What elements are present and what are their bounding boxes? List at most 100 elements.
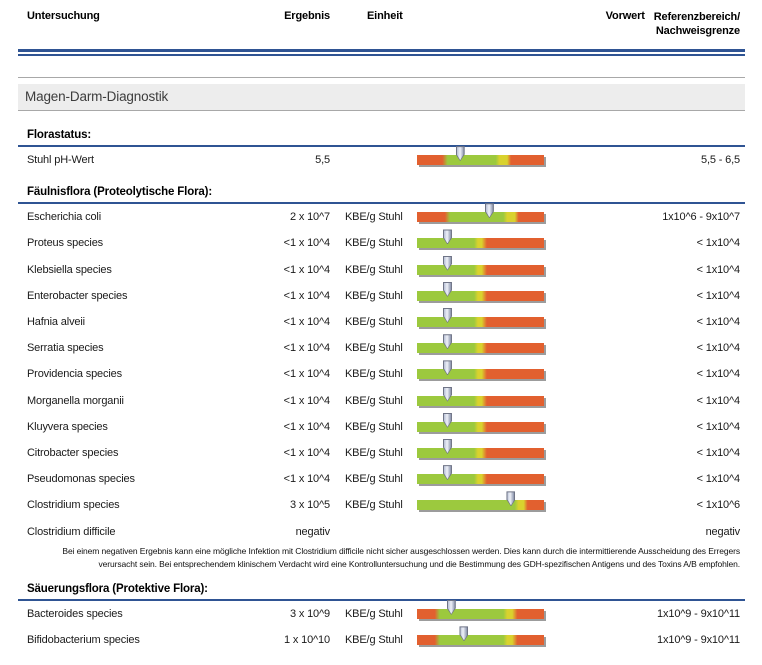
reference-range-text: < 1x10^4 <box>696 420 741 433</box>
result-value: 1 x 10^10 <box>283 634 330 647</box>
analyte-name: Enterobacter species <box>27 289 128 302</box>
range-bar-track <box>417 212 544 223</box>
range-bar-track <box>417 155 544 166</box>
result-unit: KBE/g Stuhl <box>345 394 403 407</box>
section-rows-faeulnisflora: Escherichia coli 2 x 10^7 KBE/g Stuhl 1x… <box>18 203 745 544</box>
result-row: Klebsiella species <1 x 10^4 KBE/g Stuhl… <box>18 255 745 283</box>
result-marker-pin-fill <box>443 361 451 375</box>
analyte-name: Hafnia alveii <box>27 316 85 329</box>
section-title-florastatus: Florastatus: <box>18 128 745 147</box>
reference-range-text: 1x10^9 - 9x10^11 <box>657 634 740 647</box>
range-bar-track <box>417 608 544 619</box>
result-row: Proteus species <1 x 10^4 KBE/g Stuhl < … <box>18 229 745 256</box>
report-content: Untersuchung Ergebnis Einheit Vorwert Re… <box>18 0 745 654</box>
range-bar-track <box>417 395 544 406</box>
result-value: negativ <box>295 525 331 538</box>
result-marker-pin-icon <box>442 386 452 402</box>
result-row: Serratia species <1 x 10^4 KBE/g Stuhl <… <box>18 334 745 361</box>
column-header-referenzbereich-line1: Referenzbereich/ <box>653 11 740 23</box>
result-marker-pin-icon <box>455 146 465 162</box>
result-marker-pin-icon <box>484 203 494 219</box>
result-marker-pin-fill <box>507 492 515 506</box>
reference-range-text: 5,5 - 6,5 <box>700 154 740 167</box>
column-header-ergebnis: Ergebnis <box>284 10 330 22</box>
analyte-name: Stuhl pH-Wert <box>27 154 94 167</box>
result-unit: KBE/g Stuhl <box>345 634 403 647</box>
analyte-name: Proteus species <box>27 237 104 250</box>
analyte-name: Klebsiella species <box>27 263 112 276</box>
result-value: 3 x 10^5 <box>289 499 330 512</box>
result-marker-pin-icon <box>442 308 452 324</box>
result-row: Hafnia alveii <1 x 10^4 KBE/g Stuhl < 1x… <box>18 308 745 335</box>
reference-range-text: 1x10^6 - 9x10^7 <box>662 211 740 224</box>
reference-range-text: < 1x10^4 <box>696 394 741 407</box>
reference-range-bar <box>417 465 544 485</box>
section-title-faeulnisflora: Fäulnisflora (Proteolytische Flora): <box>18 185 745 205</box>
result-marker-pin-icon <box>442 229 452 245</box>
reference-range-text: < 1x10^4 <box>696 473 741 486</box>
result-marker-pin-fill <box>485 204 493 218</box>
range-bar-track <box>417 264 544 275</box>
result-value: <1 x 10^4 <box>283 263 330 276</box>
result-value: <1 x 10^4 <box>283 420 330 433</box>
range-bar-track <box>417 474 544 485</box>
column-header-vorwert: Vorwert <box>605 10 645 22</box>
range-bar-track <box>417 369 544 380</box>
result-marker-pin-fill <box>460 627 468 641</box>
result-marker-pin-fill <box>443 439 451 453</box>
header-double-rule <box>18 49 745 56</box>
range-bar-track <box>417 343 544 354</box>
reference-range-bar <box>417 412 544 432</box>
result-marker-pin-fill <box>443 256 451 270</box>
reference-range-bar <box>417 334 544 354</box>
result-row: Bifidobacterium species 1 x 10^10 KBE/g … <box>18 626 745 654</box>
result-value: <1 x 10^4 <box>283 289 330 302</box>
analyte-name: Clostridium species <box>27 499 120 512</box>
result-marker-pin-icon <box>442 360 452 376</box>
section-rows-saeuerungsflora: Bacteroides species 3 x 10^9 KBE/g Stuhl… <box>18 599 745 654</box>
diagnostic-group-band: Magen-Darm-Diagnostik <box>18 84 745 111</box>
range-bar-track <box>417 421 544 432</box>
result-marker-pin-fill <box>443 335 451 349</box>
result-value: 2 x 10^7 <box>289 211 330 224</box>
result-row: Morganella morganii <1 x 10^4 KBE/g Stuh… <box>18 386 745 414</box>
result-marker-pin-icon <box>459 626 469 642</box>
result-unit: KBE/g Stuhl <box>345 289 403 302</box>
reference-range-bar <box>417 386 544 406</box>
range-bar-track <box>417 317 544 328</box>
result-value: 5,5 <box>315 154 330 167</box>
header-right-group: Vorwert Referenzbereich/ Nachweisgrenze <box>606 10 740 38</box>
column-header-nachweisgrenze: Nachweisgrenze <box>655 25 740 37</box>
result-value: <1 x 10^4 <box>283 446 330 459</box>
analyte-name: Citrobacter species <box>27 446 119 459</box>
result-row: Stuhl pH-Wert 5,5 5,5 - 6,5 <box>18 146 745 173</box>
reference-range-text: < 1x10^4 <box>696 446 741 459</box>
result-row: Bacteroides species 3 x 10^9 KBE/g Stuhl… <box>18 599 745 628</box>
result-unit: KBE/g Stuhl <box>345 446 403 459</box>
result-marker-pin-fill <box>443 282 451 296</box>
result-unit: KBE/g Stuhl <box>345 420 403 433</box>
result-unit: KBE/g Stuhl <box>345 607 403 620</box>
result-marker-pin-icon <box>442 334 452 350</box>
analyte-name: Clostridium difficile <box>27 525 116 538</box>
result-unit: KBE/g Stuhl <box>345 237 403 250</box>
analyte-name: Kluyvera species <box>27 420 108 433</box>
column-header-untersuchung: Untersuchung <box>27 10 100 22</box>
reference-range-bar <box>417 360 544 380</box>
result-unit: KBE/g Stuhl <box>345 263 403 276</box>
result-unit: KBE/g Stuhl <box>345 473 403 486</box>
range-bar-track <box>417 447 544 458</box>
reference-range-text: < 1x10^4 <box>696 342 741 355</box>
analyte-name: Providencia species <box>27 368 122 381</box>
result-unit: KBE/g Stuhl <box>345 342 403 355</box>
range-bar-track <box>417 500 544 511</box>
reference-range-bar <box>417 146 544 166</box>
column-header-referenzbereich: Referenzbereich/ Nachweisgrenze <box>654 10 740 38</box>
reference-range-bar <box>417 626 544 646</box>
result-row: Citrobacter species <1 x 10^4 KBE/g Stuh… <box>18 438 745 466</box>
result-marker-pin-icon <box>442 438 452 454</box>
band-top-rule <box>18 77 745 78</box>
result-marker-pin-fill <box>447 600 455 614</box>
reference-range-bar <box>417 255 544 275</box>
